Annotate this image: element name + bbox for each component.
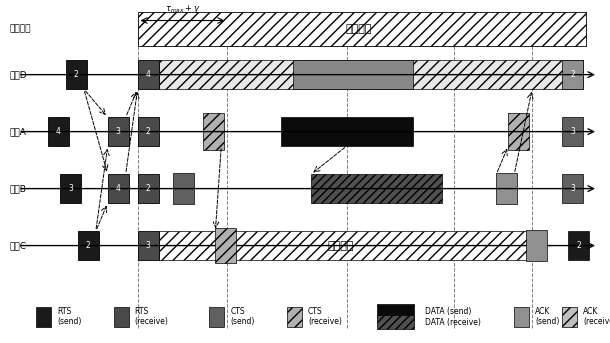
Text: 节点A: 节点A — [9, 127, 26, 136]
Text: CTS
(send): CTS (send) — [230, 307, 254, 327]
Bar — [508, 113, 529, 150]
Bar — [113, 307, 129, 327]
Bar — [159, 231, 529, 260]
Text: DATA (receive): DATA (receive) — [425, 318, 481, 327]
Text: 发送队列: 发送队列 — [9, 25, 30, 34]
Bar — [311, 174, 442, 203]
Bar — [138, 60, 159, 89]
Bar — [138, 117, 159, 146]
Bar — [48, 117, 69, 146]
Bar — [60, 174, 81, 203]
Text: DATA (send): DATA (send) — [425, 307, 471, 316]
Text: 2: 2 — [146, 127, 151, 136]
Text: CTS
(receive): CTS (receive) — [308, 307, 342, 327]
Bar — [138, 231, 159, 260]
Text: RTS
(send): RTS (send) — [57, 307, 81, 327]
Bar — [203, 113, 224, 150]
Text: 3: 3 — [146, 241, 151, 250]
Bar — [36, 307, 51, 327]
Bar — [209, 307, 224, 327]
Bar — [562, 174, 583, 203]
Bar — [138, 12, 586, 46]
Text: $\tau_{max}+\gamma$: $\tau_{max}+\gamma$ — [165, 3, 200, 15]
Bar — [514, 307, 529, 327]
Bar — [377, 316, 414, 330]
Bar — [138, 174, 159, 203]
Bar — [215, 228, 236, 263]
Bar — [281, 117, 412, 146]
Bar — [159, 60, 583, 89]
Text: 2: 2 — [74, 70, 79, 79]
Text: 节点B: 节点B — [9, 184, 26, 193]
Bar — [562, 60, 583, 89]
Bar — [526, 230, 547, 261]
Text: 延迟发送: 延迟发送 — [345, 24, 372, 34]
Bar — [287, 307, 302, 327]
Bar — [66, 60, 87, 89]
Text: 2: 2 — [146, 184, 151, 193]
Bar — [562, 307, 577, 327]
Text: 节点C: 节点C — [9, 241, 26, 250]
Bar — [377, 304, 414, 318]
Text: ACK
(receive): ACK (receive) — [583, 307, 610, 327]
Text: 3: 3 — [570, 127, 575, 136]
Text: ACK
(send): ACK (send) — [535, 307, 559, 327]
Text: 4: 4 — [146, 70, 151, 79]
Bar — [497, 173, 517, 204]
Text: 4: 4 — [56, 127, 61, 136]
Bar — [108, 174, 129, 203]
Bar — [108, 117, 129, 146]
Text: 2: 2 — [86, 241, 91, 250]
Bar — [78, 231, 99, 260]
Bar — [293, 60, 412, 89]
Text: RTS
(receive): RTS (receive) — [135, 307, 168, 327]
Text: 3: 3 — [116, 127, 121, 136]
Bar — [173, 173, 195, 204]
Text: 4: 4 — [116, 184, 121, 193]
Bar — [562, 117, 583, 146]
Text: 3: 3 — [68, 184, 73, 193]
Text: 3: 3 — [570, 184, 575, 193]
Bar — [568, 231, 589, 260]
Text: 延迟发送: 延迟发送 — [328, 240, 354, 251]
Text: 节点D: 节点D — [9, 70, 27, 79]
Text: 2: 2 — [576, 241, 581, 250]
Text: 2: 2 — [570, 70, 575, 79]
